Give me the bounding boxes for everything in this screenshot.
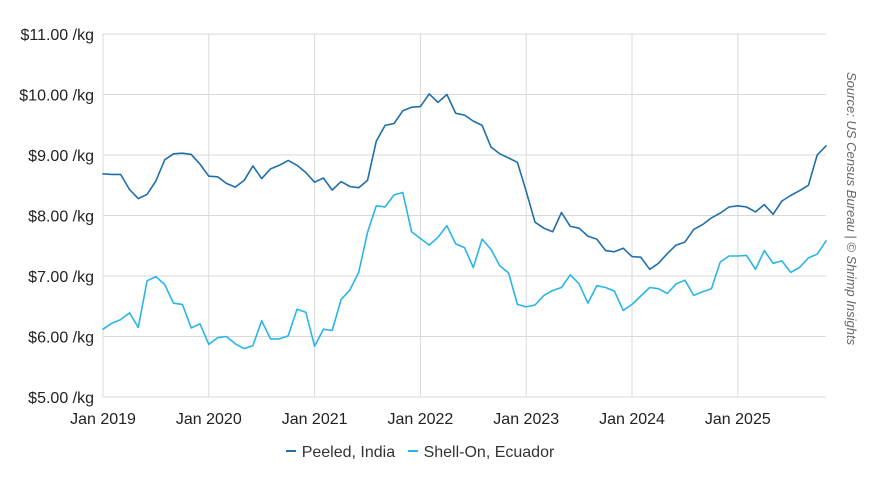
horizontal-gridlines xyxy=(103,33,826,398)
x-tick-label: Jan 2024 xyxy=(599,411,665,428)
x-tick-label: Jan 2020 xyxy=(176,411,242,428)
legend-label-shell-on-ecuador: Shell-On, Ecuador xyxy=(423,444,555,461)
legend-item-peeled-india[interactable]: Peeled, India xyxy=(285,444,396,462)
y-tick-label: $6.00 /kg xyxy=(28,330,94,347)
series-line-peeled-india xyxy=(102,93,827,271)
x-tick-label: Jan 2022 xyxy=(387,411,453,428)
y-tick-label: $8.00 /kg xyxy=(28,209,94,226)
y-tick-label: $7.00 /kg xyxy=(28,269,94,286)
source-note-text: Source: US Census Bureau | © Shrimp Insi… xyxy=(844,72,859,346)
y-tick-label: $9.00 /kg xyxy=(28,148,94,165)
x-tick-label: Jan 2021 xyxy=(282,411,348,428)
legend-swatch-shell-on-ecuador xyxy=(407,449,418,452)
y-tick-label: $11.00 /kg xyxy=(20,27,94,44)
legend-swatch-peeled-india xyxy=(285,449,296,452)
source-note: Source: US Census Bureau | © Shrimp Insi… xyxy=(843,72,863,422)
y-axis-tick-labels: $11.00 /kg $10.00 /kg $9.00 /kg $8.00 /kg $7… xyxy=(19,27,94,407)
x-tick-label: Jan 2019 xyxy=(70,411,136,428)
y-tick-label: $5.00 /kg xyxy=(28,390,94,407)
series-line-shell-on-ecuador xyxy=(102,191,827,350)
y-tick-label: $10.00 /kg xyxy=(19,88,94,105)
legend-item-shell-on-ecuador[interactable]: Shell-On, Ecuador xyxy=(407,444,555,462)
series-lines xyxy=(102,93,827,350)
legend: Peeled, India Shell-On, Ecuador xyxy=(0,444,840,462)
legend-label-peeled-india: Peeled, India xyxy=(301,444,396,461)
x-axis-tick-labels: Jan 2019 Jan 2020 Jan 2021 Jan 2022 Jan 2023… xyxy=(70,411,771,428)
x-tick-label: Jan 2023 xyxy=(493,411,559,428)
x-tick-label: Jan 2025 xyxy=(705,411,771,428)
